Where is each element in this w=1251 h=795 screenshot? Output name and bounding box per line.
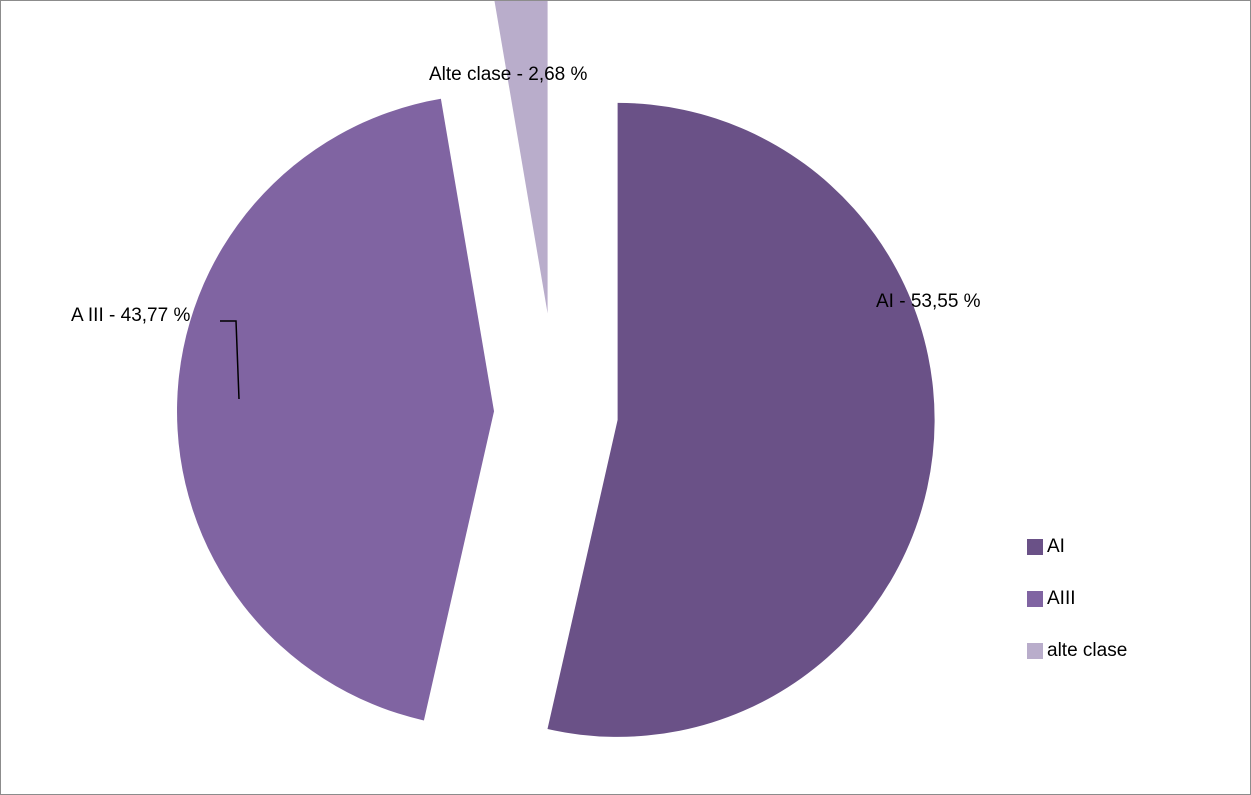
legend-item-aiii: AIII: [1027, 585, 1227, 613]
pie-slice-ai: [547, 102, 935, 737]
legend: AI AIII alte clase: [1027, 533, 1227, 689]
legend-item-ai: AI: [1027, 533, 1227, 561]
data-label-alte-clase: Alte clase - 2,68 %: [429, 64, 588, 85]
legend-label-aiii: AIII: [1047, 588, 1076, 609]
pie-slice-aiii: [177, 98, 495, 721]
pie-slice-alte-clase: [494, 1, 548, 314]
legend-swatch-alte-clase: [1027, 643, 1043, 659]
legend-swatch-aiii: [1027, 591, 1043, 607]
legend-label-ai: AI: [1047, 536, 1065, 557]
legend-swatch-ai: [1027, 539, 1043, 555]
data-label-aiii: A III - 43,77 %: [71, 305, 190, 326]
data-label-ai: AI - 53,55 %: [876, 291, 981, 312]
legend-label-alte-clase: alte clase: [1047, 640, 1128, 661]
leader-line-aiii: [220, 320, 240, 400]
legend-item-alte-clase: alte clase: [1027, 637, 1227, 665]
